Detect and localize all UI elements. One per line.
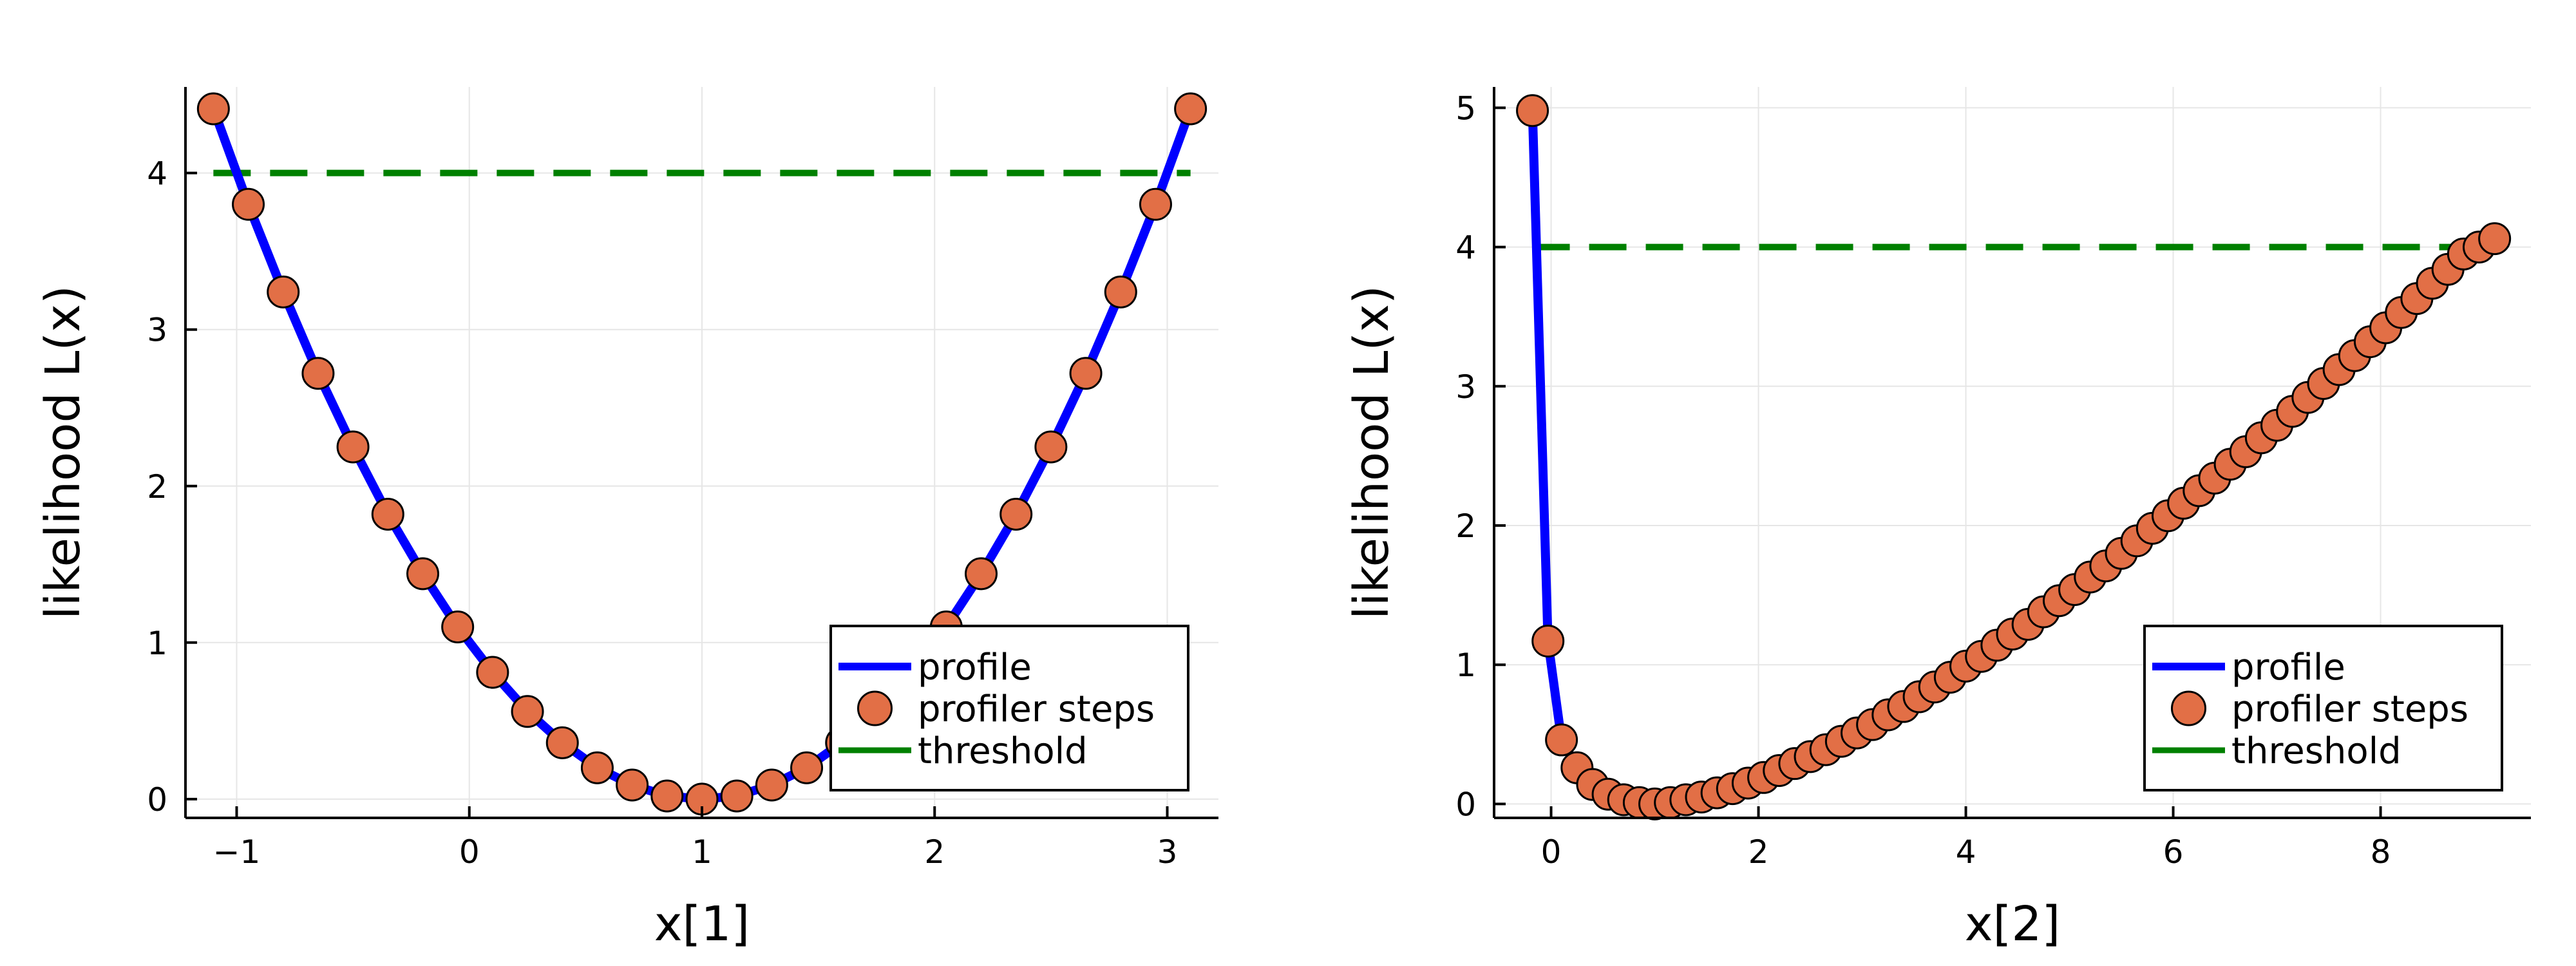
left-profiler-step-point: [720, 779, 753, 813]
left-profiler-step-point: [371, 498, 404, 531]
left-profiler-step-point: [267, 275, 300, 308]
right-y-tick-label: 5: [1455, 90, 1476, 127]
left-profiler-step-point: [790, 751, 824, 784]
left-x-tick-label: −1: [213, 833, 261, 871]
right-profiler-step-point: [1516, 94, 1549, 128]
left-plot-panel: −1 0 1 2 3 0 1 2 3 4 x[1] likelihood L(x) profile…: [35, 87, 1218, 952]
left-y-tick-label: 3: [147, 312, 167, 349]
right-y-tick-label: 1: [1455, 647, 1476, 684]
left-profiler-step-point: [1139, 187, 1172, 221]
right-y-tick-label: 0: [1455, 786, 1476, 823]
left-plot-legend: profile profiler steps threshold: [829, 625, 1189, 791]
left-profiler-step-point: [755, 768, 788, 802]
left-y-axis-label: likelihood L(x): [35, 285, 91, 620]
left-x-tick-label: 1: [692, 833, 712, 871]
left-y-tick-label: 4: [147, 155, 167, 193]
left-x-tick-label: 2: [924, 833, 945, 871]
right-legend-steps-label: profiler steps: [2231, 688, 2468, 730]
left-profiler-step-point: [476, 656, 509, 689]
right-x-tick-label: 4: [1956, 833, 1976, 871]
right-x-tick-label: 6: [2163, 833, 2184, 871]
left-profiler-step-point: [511, 695, 544, 728]
left-legend-steps-swatch: [857, 690, 893, 726]
left-legend-profile-label: profile: [918, 647, 1032, 688]
left-profiler-step-point: [650, 779, 684, 813]
right-plot-axes: [1493, 87, 2531, 819]
left-legend-steps-label: profiler steps: [918, 688, 1155, 730]
left-legend-threshold-label: threshold: [918, 730, 1088, 772]
left-profiler-step-point: [301, 357, 335, 390]
left-profiler-step-point: [196, 92, 230, 126]
right-profiler-step-point: [1531, 624, 1565, 658]
right-x-tick-label: 2: [1748, 833, 1769, 871]
left-profiler-step-point: [232, 187, 265, 221]
left-plot-ticks: −1 0 1 2 3 0 1 2 3 4: [147, 155, 1177, 871]
left-profiler-step-point: [1104, 275, 1137, 308]
right-x-axis-label: x[2]: [1965, 896, 2061, 952]
left-profiler-step-point: [616, 768, 649, 802]
left-y-tick-label: 2: [147, 468, 167, 506]
left-profiler-step-point: [580, 751, 614, 784]
right-plot-panel: 0 2 4 6 8 0 1 2 3 4 5 x[2] likelihood L(x) profile…: [1344, 87, 2531, 952]
left-x-tick-label: 0: [459, 833, 480, 871]
left-y-tick-label: 1: [147, 625, 167, 662]
right-legend-threshold-label: threshold: [2231, 730, 2401, 772]
left-profiler-step-point: [1174, 92, 1208, 126]
left-profiler-step-point: [336, 430, 370, 464]
right-plot-series: [1516, 94, 2512, 820]
right-y-tick-label: 4: [1455, 229, 1476, 267]
right-legend-steps-swatch: [2171, 690, 2206, 726]
left-y-tick-label: 0: [147, 781, 167, 819]
left-profiler-step-point: [406, 557, 439, 591]
left-profiler-step-point: [441, 610, 475, 643]
right-y-tick-label: 3: [1455, 368, 1476, 406]
left-x-axis-label: x[1]: [654, 896, 750, 952]
left-profiler-step-point: [545, 726, 579, 759]
left-x-tick-label: 3: [1157, 833, 1178, 871]
right-x-tick-label: 0: [1541, 833, 1562, 871]
right-y-axis-label: likelihood L(x): [1344, 285, 1399, 620]
right-profiler-step-point: [2478, 222, 2512, 256]
left-profiler-step-point: [965, 557, 998, 591]
right-plot-ticks: 0 2 4 6 8 0 1 2 3 4 5: [1455, 90, 2391, 871]
right-legend-profile-label: profile: [2231, 647, 2345, 688]
left-profiler-step-point: [1034, 430, 1068, 464]
right-plot-legend: profile profiler steps threshold: [2143, 625, 2503, 791]
right-profiler-step-point: [1545, 723, 1578, 757]
left-profiler-step-point: [1069, 357, 1103, 390]
left-profiler-step-point: [999, 498, 1033, 531]
right-y-tick-label: 2: [1455, 507, 1476, 545]
right-x-tick-label: 8: [2371, 833, 2391, 871]
